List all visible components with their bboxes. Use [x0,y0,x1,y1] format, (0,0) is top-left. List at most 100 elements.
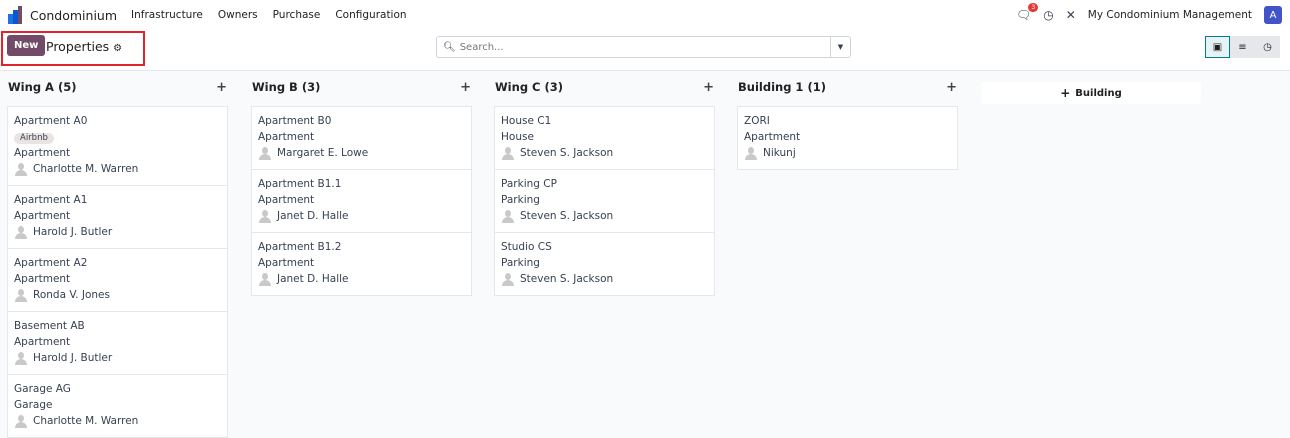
menu-owners[interactable]: Owners [217,9,258,21]
quick-create-plus-icon[interactable]: + [703,80,714,95]
kanban-card[interactable]: Garage AG Garage Charlotte M. Warren [8,375,227,437]
list-view-button[interactable]: ≡ [1230,36,1255,58]
card-title: Basement AB [14,320,85,332]
plus-icon: + [1060,86,1071,100]
list-icon: ≡ [1238,41,1247,53]
card-owner: Steven S. Jackson [501,271,708,287]
owner-name: Ronda V. Jones [33,289,110,301]
person-icon [258,146,272,160]
search-input[interactable] [455,41,830,53]
kanban-card[interactable]: Apartment A0 Airbnb Apartment Charlotte … [8,107,227,186]
card-owner: Ronda V. Jones [14,287,221,303]
gear-icon[interactable]: ⚙ [113,43,123,54]
card-title: Apartment B1.1 [258,178,342,190]
quick-create-plus-icon[interactable]: + [460,80,471,95]
kanban-column: Wing A (5) + Apartment A0 Airbnb Apartmen… [7,80,228,438]
card-list: ZORI Apartment Nikunj [737,106,958,170]
card-owner: Harold J. Butler [14,224,221,240]
card-title: Apartment B0 [258,115,332,127]
card-list: Apartment A0 Airbnb Apartment Charlotte … [7,106,228,438]
add-column-label: Building [1075,87,1122,99]
card-list: House C1 House Steven S. Jackson Parking… [494,106,715,296]
kanban-card[interactable]: Apartment A2 Apartment Ronda V. Jones [8,249,227,312]
column-title[interactable]: Wing C (3) [495,80,564,94]
search-icon: 🔍︎ [443,41,456,53]
person-icon [14,162,28,176]
card-type: Apartment [14,336,71,348]
highlight-box [1,31,145,66]
kanban-column: Building 1 (1) + ZORI Apartment Nikunj [737,80,958,170]
card-owner: Harold J. Butler [14,350,221,366]
owner-name: Steven S. Jackson [520,147,614,159]
card-title: ZORI [744,115,770,127]
owner-name: Janet D. Halle [277,273,349,285]
app-logo[interactable] [8,6,22,24]
person-icon [744,146,758,160]
kanban-view-button[interactable]: ▣ [1205,36,1230,58]
card-title: Apartment A1 [14,194,88,206]
card-type: Parking [501,257,540,269]
kanban-card[interactable]: ZORI Apartment Nikunj [738,107,957,169]
owner-name: Charlotte M. Warren [33,163,139,175]
menu-infrastructure[interactable]: Infrastructure [131,9,203,21]
view-switcher: ▣ ≡ ◷ [1205,36,1280,58]
kanban-icon: ▣ [1212,41,1223,53]
quick-create-plus-icon[interactable]: + [946,80,957,95]
add-column-button[interactable]: + Building [981,82,1201,104]
card-title: Apartment A2 [14,257,88,269]
search-bar: 🔍︎ ▼ [436,36,851,58]
kanban-card[interactable]: Apartment A1 Apartment Harold J. Butler [8,186,227,249]
kanban-card[interactable]: Parking CP Parking Steven S. Jackson [495,170,714,233]
kanban-card[interactable]: House C1 House Steven S. Jackson [495,107,714,170]
activity-view-button[interactable]: ◷ [1255,36,1280,58]
kanban-card[interactable]: Apartment B1.2 Apartment Janet D. Halle [252,233,471,295]
card-owner: Janet D. Halle [258,208,465,224]
kanban-card[interactable]: Apartment B1.1 Apartment Janet D. Halle [252,170,471,233]
card-type: Apartment [258,131,315,143]
search-options-toggle[interactable]: ▼ [830,37,850,57]
page-title: Properties ⚙ [46,39,122,54]
breadcrumb-title: Properties [46,39,110,54]
kanban-card[interactable]: Basement AB Apartment Harold J. Butler [8,312,227,375]
owner-name: Harold J. Butler [33,226,113,238]
company-switcher[interactable]: My Condominium Management [1087,9,1252,21]
card-owner: Steven S. Jackson [501,208,708,224]
menu-purchase[interactable]: Purchase [272,9,321,21]
clock-icon[interactable]: ◷ [1043,8,1054,22]
kanban-card[interactable]: Studio CS Parking Steven S. Jackson [495,233,714,295]
chat-icon[interactable]: 🗨 3 [1016,3,1039,22]
kanban-card[interactable]: Apartment B0 Apartment Margaret E. Lowe [252,107,471,170]
kanban-column: Wing C (3) + House C1 House Steven S. Jac… [494,80,715,296]
card-title: Apartment B1.2 [258,241,342,253]
column-title[interactable]: Building 1 (1) [738,80,826,94]
column-title[interactable]: Wing B (3) [252,80,321,94]
quick-create-plus-icon[interactable]: + [216,80,227,95]
card-owner: Janet D. Halle [258,271,465,287]
kanban-column: Wing B (3) + Apartment B0 Apartment Marga… [251,80,472,296]
person-icon [258,209,272,223]
top-navbar: Condominium Infrastructure Owners Purcha… [0,0,1290,30]
column-header: Building 1 (1) + [737,80,958,98]
column-title[interactable]: Wing A (5) [8,80,77,94]
menu-configuration[interactable]: Configuration [335,9,407,21]
card-type: Apartment [14,273,71,285]
person-icon [14,414,28,428]
card-type: Apartment [258,194,315,206]
card-owner: Steven S. Jackson [501,145,708,161]
user-avatar[interactable]: A [1264,6,1282,24]
tools-icon[interactable]: ✕ [1065,8,1076,22]
app-name[interactable]: Condominium [30,7,118,23]
owner-name: Nikunj [763,147,796,159]
caret-down-icon: ▼ [837,43,844,51]
clock-icon: ◷ [1263,41,1272,53]
person-icon [14,351,28,365]
card-type: Garage [14,399,53,411]
person-icon [14,225,28,239]
person-icon [501,209,515,223]
new-button[interactable]: New [7,35,46,56]
card-owner: Margaret E. Lowe [258,145,465,161]
person-icon [501,146,515,160]
column-header: Wing A (5) + [7,80,228,98]
owner-name: Charlotte M. Warren [33,415,139,427]
control-panel: New Properties ⚙ 🔍︎ ▼ ▣ ≡ ◷ [0,30,1290,71]
